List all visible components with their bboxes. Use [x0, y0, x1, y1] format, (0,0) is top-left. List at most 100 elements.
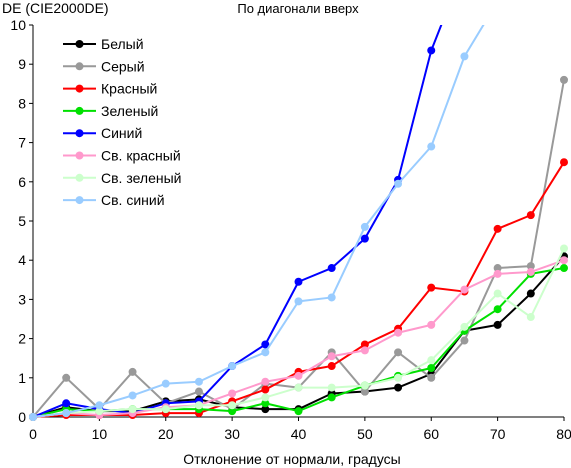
data-point: [526, 313, 535, 322]
data-point: [460, 322, 469, 331]
data-point: [194, 377, 203, 386]
data-point: [494, 0, 502, 5]
data-point: [526, 267, 535, 276]
data-point: [62, 409, 71, 418]
y-axis-label: DE (CIE2000DE): [2, 0, 109, 16]
x-axis-label: Отклонение от нормали, градусы: [183, 451, 400, 467]
data-point: [560, 75, 568, 84]
x-tick-label: 40: [291, 426, 307, 442]
y-tick-label: 7: [18, 135, 26, 151]
data-point: [394, 348, 403, 357]
data-point: [460, 285, 469, 294]
y-tick-label: 9: [18, 56, 26, 72]
legend-marker: [75, 40, 84, 48]
series-line-7: [32, 248, 565, 418]
y-tick-label: 10: [10, 17, 26, 33]
data-point: [394, 383, 403, 392]
data-point: [493, 320, 502, 329]
data-point: [493, 305, 502, 314]
data-point: [194, 401, 203, 410]
legend: Белый Серый Красный Зеленый Синий Св. красный…: [63, 36, 181, 208]
legend-marker: [75, 151, 84, 160]
series-layer: [29, 0, 568, 421]
data-point: [128, 367, 137, 376]
legend-label: Синий: [101, 125, 142, 141]
data-point: [261, 377, 270, 386]
data-point: [560, 264, 568, 273]
y-tick-label: 5: [18, 213, 26, 229]
data-point: [294, 383, 303, 392]
data-point: [261, 385, 270, 394]
data-point: [427, 46, 436, 55]
tick-labels: 0 1 2 3 4 5 6 7 8 9 10 0 10 20 30 40 50 60 70 80: [10, 17, 571, 442]
data-point: [327, 264, 336, 273]
data-point: [360, 222, 369, 231]
data-point: [294, 297, 303, 306]
legend-label: Св. зеленый: [101, 170, 181, 186]
data-point: [62, 373, 71, 382]
x-tick-label: 30: [224, 426, 240, 442]
legend-label: Серый: [101, 58, 145, 74]
data-point: [560, 158, 568, 167]
data-point: [394, 328, 403, 337]
data-point: [327, 352, 336, 361]
data-point: [493, 264, 502, 273]
data-point: [261, 348, 270, 357]
y-tick-label: 0: [18, 409, 26, 425]
data-point: [161, 405, 170, 414]
data-point: [427, 283, 436, 292]
legend-marker: [75, 196, 84, 205]
data-point: [360, 234, 369, 243]
legend-marker: [75, 173, 84, 182]
data-point: [427, 142, 436, 151]
data-point: [460, 52, 469, 61]
data-point: [228, 401, 237, 410]
plot-area: [29, 0, 568, 421]
legend-marker: [75, 84, 84, 93]
data-point: [62, 399, 71, 408]
data-point: [526, 211, 535, 220]
data-point: [294, 277, 303, 286]
data-point: [228, 407, 237, 416]
data-point: [394, 373, 403, 382]
legend-marker: [75, 62, 84, 71]
data-point: [360, 381, 369, 390]
data-point: [560, 256, 568, 265]
data-point: [427, 320, 436, 329]
data-point: [128, 391, 137, 400]
data-point: [327, 393, 336, 402]
data-point: [360, 340, 369, 349]
x-tick-label: 10: [92, 426, 108, 442]
data-point: [294, 371, 303, 380]
data-point: [327, 293, 336, 302]
data-point: [228, 362, 237, 371]
data-point: [294, 407, 303, 416]
data-point: [526, 262, 535, 271]
data-point: [460, 336, 469, 345]
data-point: [360, 387, 369, 396]
data-point: [261, 393, 270, 402]
data-point: [360, 346, 369, 355]
legend-label: Красный: [101, 81, 157, 97]
data-point: [228, 389, 237, 398]
legend-marker: [75, 106, 84, 115]
y-tick-label: 1: [18, 370, 26, 386]
data-point: [29, 413, 37, 421]
data-point: [194, 387, 203, 396]
y-tick-label: 6: [18, 174, 26, 190]
data-point: [261, 340, 270, 349]
data-point: [161, 379, 170, 388]
data-point: [526, 289, 535, 298]
y-tick-label: 4: [18, 252, 26, 268]
x-tick-label: 60: [423, 426, 439, 442]
data-point: [427, 373, 436, 382]
legend-label: Св. синий: [101, 192, 165, 208]
x-tick-label: 20: [158, 426, 174, 442]
legend-label: Св. красный: [101, 148, 181, 164]
data-point: [427, 364, 436, 372]
x-tick-label: 80: [556, 426, 571, 442]
x-tick-label: 50: [357, 426, 373, 442]
data-point: [493, 289, 502, 298]
y-tick-label: 3: [18, 291, 26, 307]
